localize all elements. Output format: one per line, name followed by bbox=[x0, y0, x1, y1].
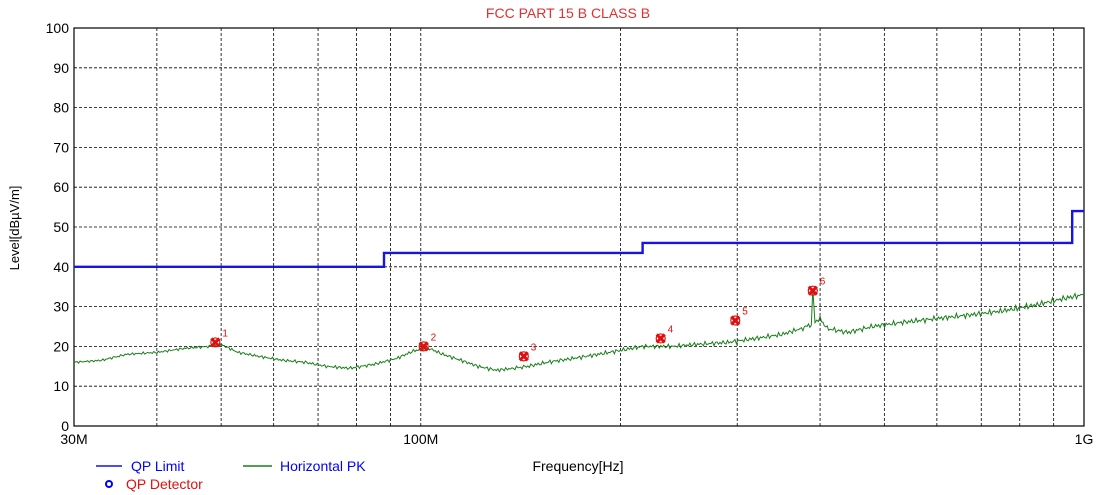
marker-ring bbox=[655, 333, 666, 344]
legend-label-qp-limit: QP Limit bbox=[131, 458, 185, 474]
series-layer bbox=[73, 209, 1085, 373]
detector-markers: 1 2 3 4 5 6 bbox=[210, 277, 826, 362]
y-tick-label: 0 bbox=[61, 418, 69, 434]
grid bbox=[74, 28, 1084, 426]
marker-cross bbox=[655, 333, 666, 344]
x-ticks: 30M 100M 1G bbox=[60, 431, 1093, 447]
x-tick-label: 1G bbox=[1075, 431, 1094, 447]
marker-ring bbox=[518, 351, 529, 362]
qp-detector-marker: 5 bbox=[730, 307, 748, 326]
y-tick-label: 60 bbox=[53, 179, 69, 195]
marker-cross bbox=[730, 315, 741, 326]
y-tick-label: 80 bbox=[53, 100, 69, 116]
marker-ring bbox=[418, 341, 429, 352]
qp-detector-marker: 3 bbox=[518, 342, 537, 362]
marker-ring bbox=[730, 315, 741, 326]
marker-label: 2 bbox=[431, 332, 437, 343]
marker-ring bbox=[210, 337, 221, 348]
y-axis-label: Level[dBµV/m] bbox=[7, 186, 22, 271]
y-tick-label: 70 bbox=[53, 139, 69, 155]
marker-ring bbox=[807, 285, 818, 296]
series-line-horizontal-pk bbox=[73, 289, 1085, 373]
y-tick-label: 100 bbox=[46, 20, 70, 36]
qp-detector-marker: 1 bbox=[210, 328, 228, 348]
legend-label-qp-detector: QP Detector bbox=[126, 476, 203, 492]
marker-label: 3 bbox=[531, 342, 537, 353]
qp-detector-marker: 4 bbox=[655, 324, 674, 344]
series-line-qp-limit bbox=[74, 209, 1084, 268]
marker-label: 4 bbox=[668, 324, 674, 335]
y-tick-label: 20 bbox=[53, 338, 69, 354]
marker-label: 6 bbox=[820, 277, 826, 288]
x-axis-label: Frequency[Hz] bbox=[532, 458, 623, 474]
y-tick-label: 50 bbox=[53, 219, 69, 235]
marker-cross bbox=[807, 285, 818, 296]
y-tick-label: 10 bbox=[53, 378, 69, 394]
y-tick-label: 30 bbox=[53, 299, 69, 315]
marker-cross bbox=[518, 351, 529, 362]
chart-title: FCC PART 15 B CLASS B bbox=[486, 5, 650, 21]
marker-label: 5 bbox=[742, 307, 748, 318]
y-ticks: 0 10 20 30 40 50 60 70 80 90 100 bbox=[46, 20, 70, 434]
qp-detector-marker: 2 bbox=[418, 332, 437, 352]
qp-detector-marker: 6 bbox=[807, 277, 826, 296]
legend-swatch-qp-detector bbox=[105, 480, 113, 488]
plot-frame bbox=[73, 27, 1085, 427]
legend-label-horizontal-pk: Horizontal PK bbox=[280, 458, 366, 474]
x-tick-label: 30M bbox=[60, 431, 87, 447]
marker-cross bbox=[210, 337, 221, 348]
y-tick-label: 40 bbox=[53, 259, 69, 275]
marker-label: 1 bbox=[222, 328, 228, 339]
legend: QP Limit Horizontal PK QP Detector bbox=[96, 458, 366, 492]
x-tick-label: 100M bbox=[403, 431, 438, 447]
marker-cross bbox=[418, 341, 429, 352]
y-tick-label: 90 bbox=[53, 60, 69, 76]
